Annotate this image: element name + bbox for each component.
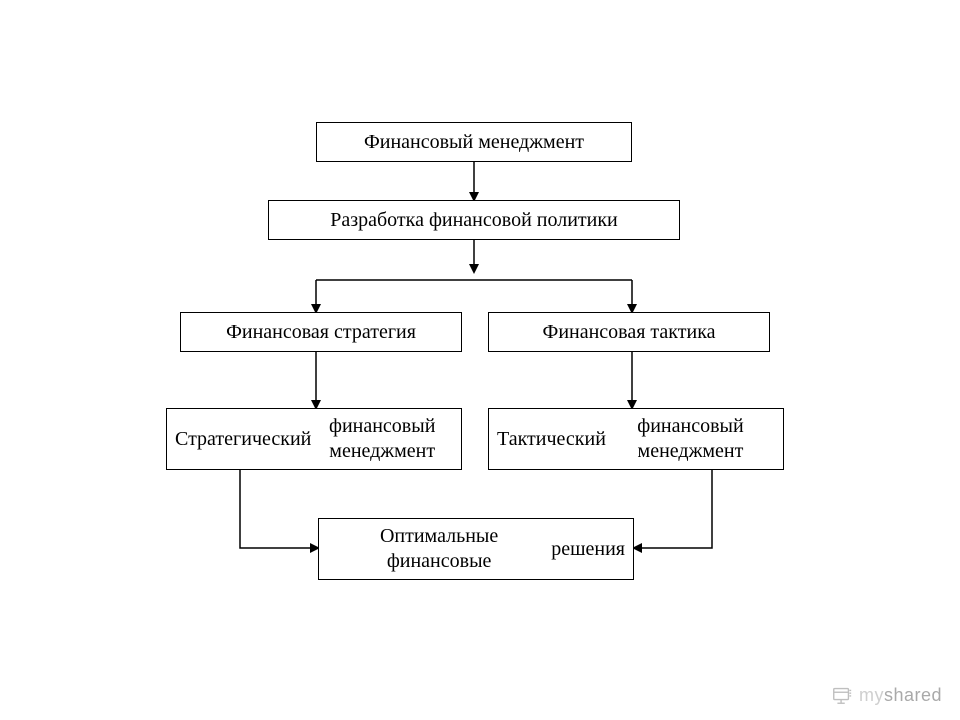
- node-label-line: Оптимальные финансовые: [327, 524, 551, 574]
- watermark: myshared: [831, 684, 942, 706]
- node-label-line: финансовый менеджмент: [311, 414, 453, 464]
- node-n6: Тактическийфинансовый менеджмент: [488, 408, 784, 470]
- node-label-line: Финансовая стратегия: [226, 320, 416, 345]
- node-label-line: решения: [551, 537, 625, 562]
- node-label-line: Финансовый менеджмент: [364, 130, 584, 155]
- watermark-text-my: my: [859, 685, 884, 705]
- diagram-canvas: Финансовый менеджмент Разработка финансов…: [0, 0, 960, 720]
- edge-8: [634, 470, 712, 548]
- node-n5: Стратегическийфинансовый менеджмент: [166, 408, 462, 470]
- node-n7: Оптимальные финансовыерешения: [318, 518, 634, 580]
- node-label-line: Финансовая тактика: [543, 320, 716, 345]
- node-label-line: финансовый менеджмент: [606, 414, 775, 464]
- watermark-text-shared: shared: [884, 685, 942, 705]
- watermark-text: myshared: [859, 685, 942, 706]
- node-n4: Финансовая тактика: [488, 312, 770, 352]
- node-n3: Финансовая стратегия: [180, 312, 462, 352]
- watermark-icon: [831, 684, 853, 706]
- node-label-line: Стратегический: [175, 427, 311, 452]
- node-label-line: Разработка финансовой политики: [330, 208, 618, 233]
- node-n1: Финансовый менеджмент: [316, 122, 632, 162]
- edge-7: [240, 470, 318, 548]
- edges-layer: [0, 0, 960, 720]
- node-n2: Разработка финансовой политики: [268, 200, 680, 240]
- node-label-line: Тактический: [497, 427, 606, 452]
